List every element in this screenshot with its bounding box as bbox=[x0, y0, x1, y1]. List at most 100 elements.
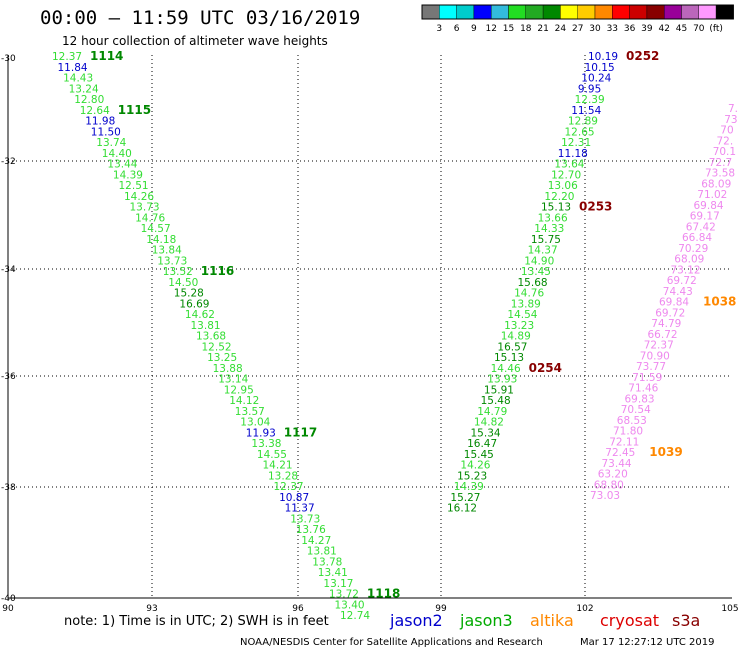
scale-label: 15 bbox=[503, 24, 514, 34]
swh-value: 15.28 bbox=[174, 288, 204, 300]
legend-s3a: s3a bbox=[672, 611, 700, 630]
swh-value: 13.81 bbox=[191, 320, 221, 332]
swh-value: 14.18 bbox=[146, 234, 176, 246]
pass-time-label: 0252 bbox=[626, 49, 659, 63]
page-subtitle: 12 hour collection of altimeter wave hei… bbox=[62, 34, 328, 48]
scale-label: 21 bbox=[537, 24, 548, 34]
scale-swatch bbox=[629, 4, 648, 20]
swh-value: 13.04 bbox=[240, 417, 270, 429]
swh-value: 69.17 bbox=[690, 211, 720, 223]
scale-swatch bbox=[594, 4, 613, 20]
swh-value: 68.09 bbox=[701, 178, 731, 190]
swh-value: 12.39 bbox=[575, 94, 605, 106]
scale-label: 3 bbox=[436, 24, 442, 34]
swh-value: 12.70 bbox=[551, 169, 581, 181]
swh-value: 11.50 bbox=[91, 126, 121, 138]
swh-value: 13.45 bbox=[521, 266, 551, 278]
swh-value: 14.55 bbox=[257, 449, 287, 461]
scale-label: 24 bbox=[555, 24, 567, 34]
swh-value: 14.76 bbox=[514, 288, 544, 300]
page-title: 00:00 – 11:59 UTC 03/16/2019 bbox=[40, 7, 360, 29]
swh-value: 13.17 bbox=[323, 578, 353, 590]
swh-value: 13.76 bbox=[296, 524, 326, 536]
swh-value: 7. bbox=[728, 103, 738, 115]
swh-value: 13.74 bbox=[96, 137, 126, 149]
swh-value: 14.46 bbox=[491, 363, 521, 375]
swh-value: 72.7 bbox=[709, 157, 732, 169]
scale-swatch bbox=[560, 4, 578, 20]
scale-label: 27 bbox=[572, 24, 583, 34]
scale-swatch bbox=[681, 4, 699, 20]
swh-value: 69.83 bbox=[625, 393, 655, 405]
swh-value: 13.89 bbox=[511, 298, 541, 310]
swh-value: 14.37 bbox=[528, 245, 558, 257]
scale-label: 45 bbox=[676, 24, 687, 34]
swh-value: 69.84 bbox=[659, 297, 689, 309]
scale-swatch bbox=[577, 4, 596, 20]
scale-border bbox=[421, 4, 734, 20]
pass-time-label: 1115 bbox=[118, 103, 151, 117]
scale-label: 30 bbox=[589, 24, 601, 34]
swh-value: 13.57 bbox=[235, 406, 265, 418]
swh-value: 73.77 bbox=[636, 361, 666, 373]
swh-value: 15.68 bbox=[518, 277, 548, 289]
swh-value: 14.79 bbox=[477, 406, 507, 418]
swh-value: 72.11 bbox=[609, 436, 639, 448]
swh-value: 13.66 bbox=[538, 212, 568, 224]
swh-value: 11.98 bbox=[85, 116, 115, 128]
swh-value: 68.09 bbox=[674, 254, 704, 266]
swh-value: 66.84 bbox=[682, 232, 712, 244]
swh-value: 13.41 bbox=[318, 567, 348, 579]
scale-label: 33 bbox=[607, 24, 618, 34]
swh-value: 14.90 bbox=[524, 255, 554, 267]
color-scale: 3 6 9 12 15 18 21 24 27 30 33 36 39 42 45 70 (ft) bbox=[421, 4, 734, 34]
swh-value: 14.21 bbox=[263, 460, 293, 472]
swh-value: 71.80 bbox=[613, 426, 643, 438]
scale-swatch bbox=[715, 4, 734, 20]
swh-value: 13.52 bbox=[163, 266, 193, 278]
scale-label: 9 bbox=[471, 24, 477, 34]
swh-value: 15.13 bbox=[494, 352, 524, 364]
swh-value: 12.31 bbox=[561, 137, 591, 149]
swh-value: 15.13 bbox=[541, 202, 571, 214]
swh-value: 14.76 bbox=[135, 212, 165, 224]
swh-value: 13.40 bbox=[335, 599, 365, 611]
scale-swatch bbox=[473, 4, 492, 20]
swh-value: 13.93 bbox=[487, 374, 517, 386]
swh-value: 14.57 bbox=[141, 223, 171, 235]
x-tick-label: 99 bbox=[435, 604, 447, 614]
swh-value: 73 bbox=[724, 114, 737, 126]
swh-value: 11.18 bbox=[558, 148, 588, 160]
swh-value: 10.19 bbox=[588, 51, 618, 63]
swh-value: 12.52 bbox=[202, 341, 232, 353]
swh-value: 70.90 bbox=[640, 350, 670, 362]
swh-value: 14.39 bbox=[454, 481, 484, 493]
swh-value: 13.73 bbox=[290, 513, 320, 525]
scale-label: 36 bbox=[624, 24, 636, 34]
swh-value: 14.50 bbox=[168, 277, 198, 289]
scale-label: (ft) bbox=[709, 24, 723, 34]
scale-swatch bbox=[542, 4, 561, 20]
swh-value: 12.37 bbox=[274, 481, 304, 493]
swh-value: 13.23 bbox=[504, 320, 534, 332]
swh-value: 13.64 bbox=[554, 159, 584, 171]
scale-label: 39 bbox=[641, 24, 653, 34]
swh-value: 13.73 bbox=[130, 202, 160, 214]
swh-value: 73.03 bbox=[590, 490, 620, 502]
swh-value: 13.28 bbox=[268, 470, 298, 482]
swh-value: 71.02 bbox=[697, 189, 727, 201]
swh-value: 15.48 bbox=[481, 395, 511, 407]
swh-value: 14.54 bbox=[507, 309, 537, 321]
swh-value: 73.58 bbox=[705, 168, 735, 180]
legend-jason3: jason3 bbox=[459, 611, 513, 630]
legend-jason2: jason2 bbox=[389, 611, 443, 630]
swh-value: 13.72 bbox=[329, 589, 359, 601]
swh-value: 16.69 bbox=[179, 298, 209, 310]
scale-swatch bbox=[612, 4, 630, 20]
swh-value: 12.89 bbox=[568, 116, 598, 128]
swh-value: 14.82 bbox=[474, 417, 504, 429]
swh-value: 11.37 bbox=[285, 503, 315, 515]
swh-value: 67.42 bbox=[686, 221, 716, 233]
swh-value: 15.34 bbox=[471, 427, 501, 439]
